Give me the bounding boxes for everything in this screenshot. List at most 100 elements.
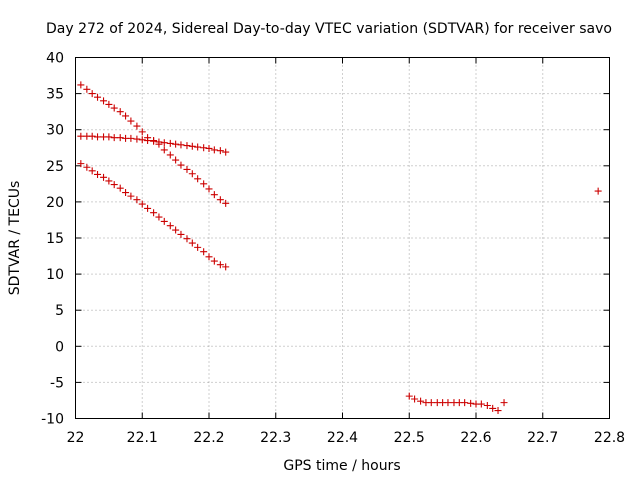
data-point [405,392,413,400]
y-tick-label: -10 [41,412,64,428]
data-point [127,134,135,142]
data-point [127,192,135,200]
y-axis-label: SDTVAR / TECUs [7,181,23,296]
data-point [166,151,174,159]
data-point [150,209,158,217]
data-point [183,142,191,150]
data-point [133,135,141,143]
data-point [88,167,96,175]
series-arc-negative [405,392,508,415]
data-point [444,399,452,407]
data-point [77,81,85,89]
data-point [177,161,185,169]
data-point [427,399,435,407]
x-tick-label: 22.1 [127,430,158,446]
data-point [222,148,230,156]
y-tick-label: 35 [46,87,64,103]
data-point [105,100,113,108]
data-point [138,200,146,208]
data-point [88,132,96,140]
data-point [144,137,152,145]
data-point [83,163,91,171]
data-point [172,226,180,234]
data-point [122,189,130,197]
data-point [500,399,508,407]
data-point [194,243,202,251]
chart-title: Day 272 of 2024, Sidereal Day-to-day VTE… [46,21,612,37]
data-point [133,122,141,130]
y-tick-label: 40 [46,51,64,67]
data-point [183,165,191,173]
data-points [77,81,602,415]
x-axis-label: GPS time / hours [283,458,400,474]
x-tick-label: 22.5 [394,430,425,446]
x-tick-label: 22 [67,430,85,446]
data-point [417,397,425,405]
data-point [172,156,180,164]
x-tick-labels: 22 22.1 22.2 22.3 22.4 22.5 22.6 22.7 22.8 [67,430,626,446]
series-arc-lower-descending [77,160,230,271]
data-point [216,261,224,269]
data-point [110,181,118,189]
data-point [216,196,224,204]
data-point [116,134,124,142]
data-point [166,222,174,230]
data-point [172,140,180,148]
data-point [116,184,124,192]
data-point [477,400,485,408]
data-point [210,257,218,265]
data-point [160,146,168,154]
data-point [210,146,218,154]
y-tick-label: 5 [55,303,64,319]
series-isolated-point [594,187,602,195]
x-tick-label: 22.3 [260,430,291,446]
data-point [222,199,230,207]
data-point [216,147,224,155]
data-point [489,404,497,412]
data-point [594,187,602,195]
data-point [100,97,108,105]
data-point [411,395,419,403]
data-point [94,170,102,178]
y-tick-label: 15 [46,231,64,247]
x-tick-label: 22.2 [193,430,224,446]
data-point [100,173,108,181]
x-tick-label: 22.4 [327,430,358,446]
data-point [155,138,163,146]
x-tick-label: 22.6 [460,430,491,446]
data-point [127,117,135,125]
data-point [77,160,85,168]
data-point [138,128,146,136]
data-point [177,141,185,149]
data-point [222,263,230,271]
data-point [210,191,218,199]
data-point [88,90,96,98]
y-tick-label: -5 [50,375,64,391]
data-point [105,177,113,185]
data-point [110,104,118,112]
data-point [105,133,113,141]
data-point [200,144,208,152]
y-tick-label: 0 [55,339,64,355]
data-point [483,402,491,410]
data-point [194,143,202,151]
data-point [122,112,130,120]
data-point [116,108,124,116]
y-tick-label: 25 [46,159,64,175]
data-point [200,248,208,256]
data-point [494,407,502,415]
x-tick-label: 22.7 [527,430,558,446]
data-point [188,170,196,178]
data-point [205,144,213,152]
data-point [194,175,202,183]
data-point [166,139,174,147]
data-point [160,217,168,225]
data-point [205,185,213,193]
y-tick-labels: -10 -5 0 5 10 15 20 25 30 35 40 [41,51,64,428]
data-point [110,134,118,142]
data-point [200,180,208,188]
data-point [188,239,196,247]
data-point [150,137,158,145]
data-point [94,93,102,101]
